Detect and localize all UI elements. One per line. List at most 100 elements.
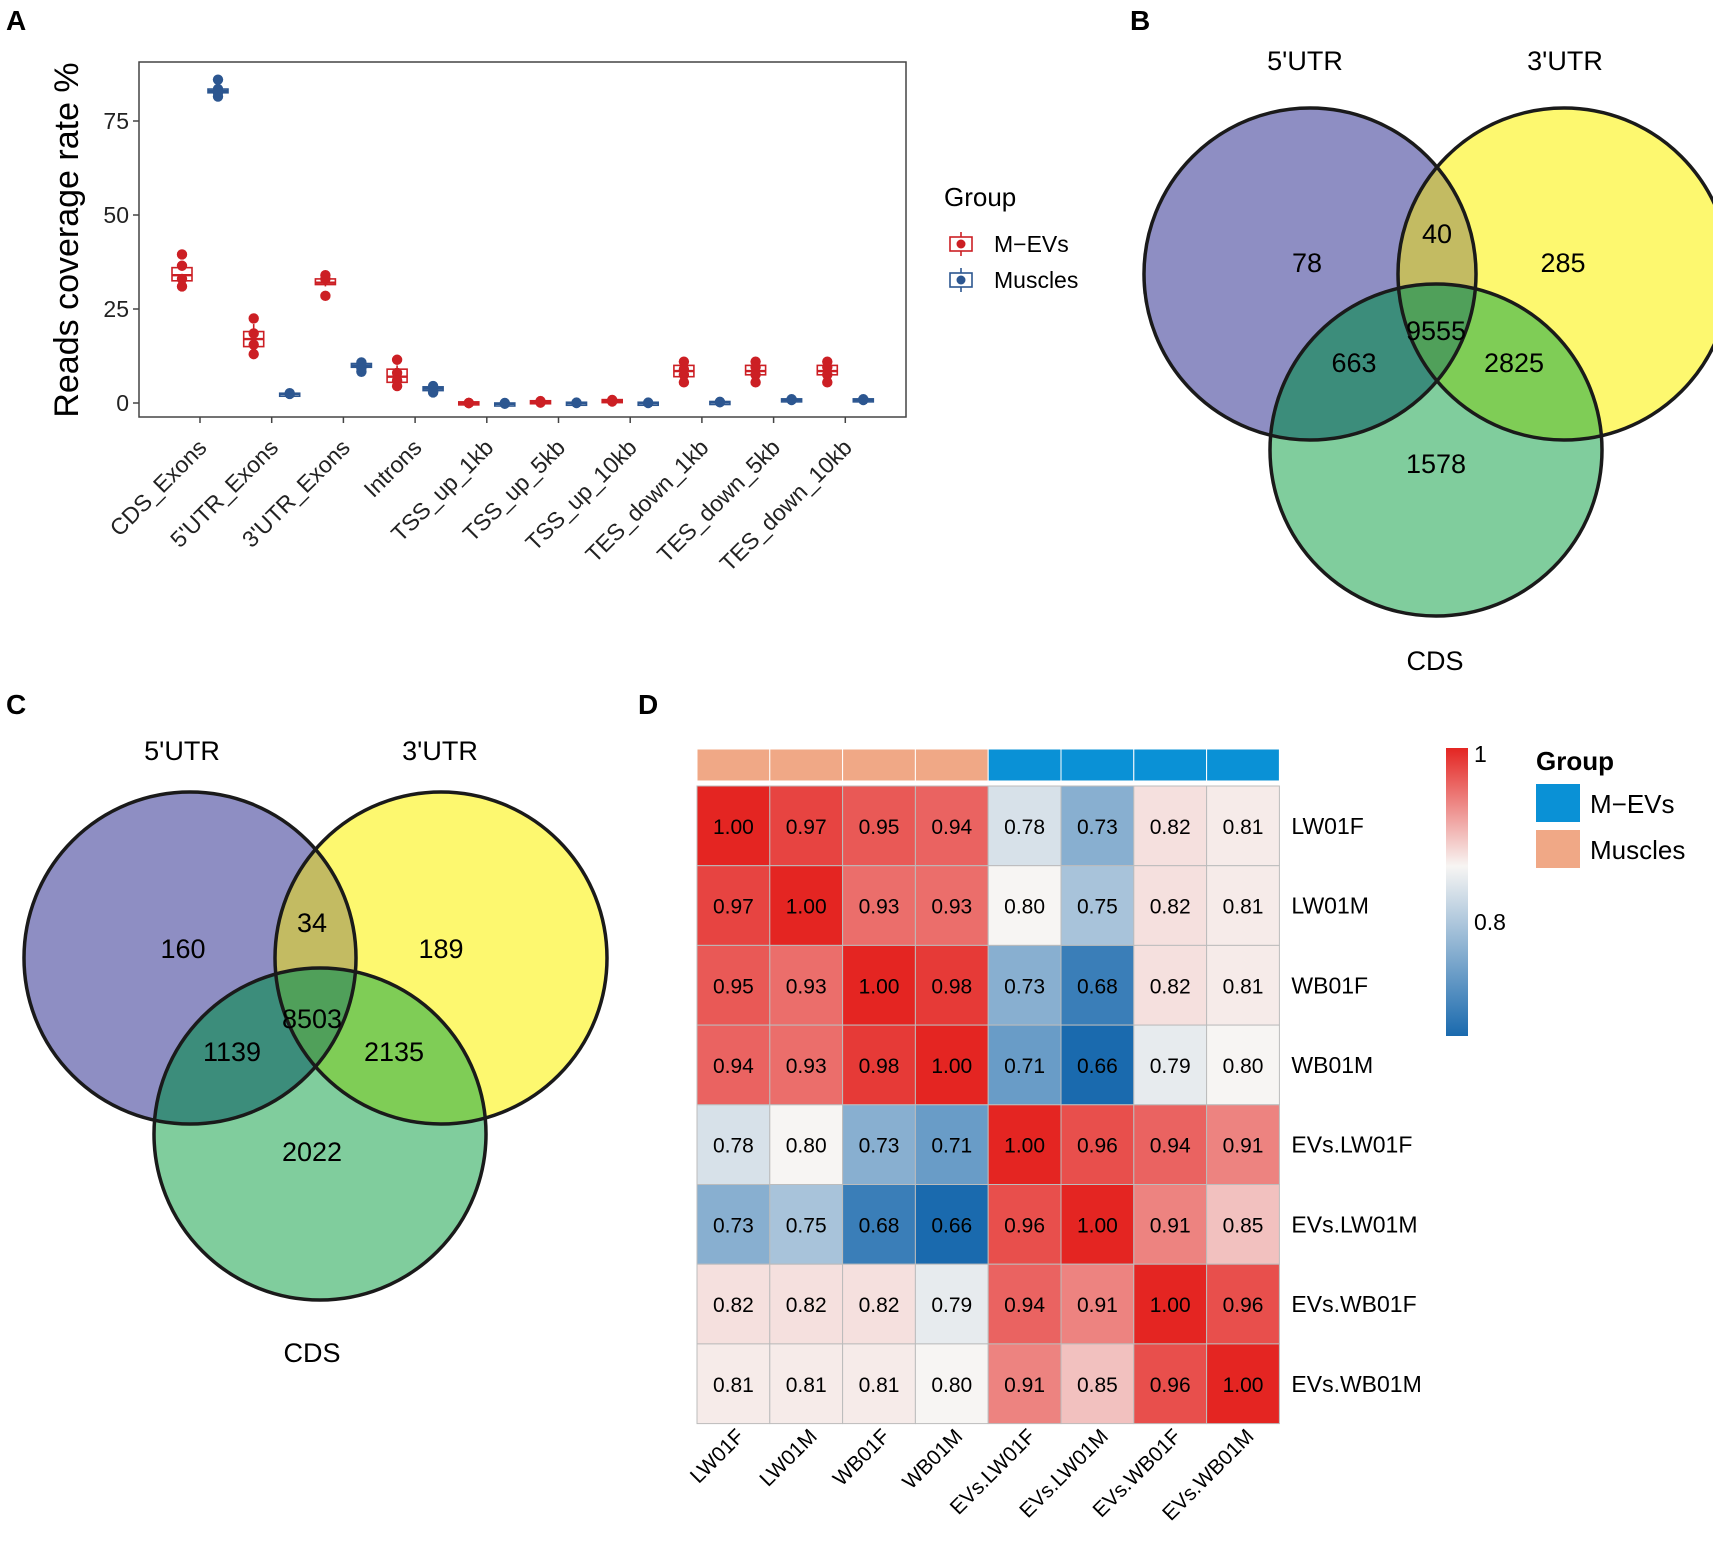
data-point (607, 396, 618, 407)
venn-c-label-cds: CDS (283, 1338, 340, 1368)
panel-letter-d: D (638, 689, 658, 720)
heatmap-cell (842, 1343, 916, 1425)
group-annotation-cell (1060, 748, 1135, 782)
heatmap-cell (1060, 1263, 1135, 1345)
heatmap-cell-value: 0.79 (1150, 1055, 1191, 1078)
heatmap-cell (1206, 785, 1280, 867)
heatmap-cell-value: 0.98 (931, 975, 972, 998)
data-point (248, 313, 259, 324)
venn-b-label-cds: CDS (1406, 646, 1463, 676)
heatmap-cell (769, 1343, 844, 1425)
box-muscles (852, 394, 875, 406)
heatmap-cell-value: 0.78 (1004, 816, 1045, 839)
heatmap-cell-value: 1.00 (859, 975, 900, 998)
venn-count-only-cds: 2022 (282, 1137, 342, 1167)
data-point (571, 397, 582, 408)
heatmap-row-label: EVs.WB01M (1291, 1371, 1421, 1397)
group-annotation-cell (987, 748, 1062, 782)
box-mevs (601, 394, 624, 407)
venn-count-only-3utr: 285 (1540, 248, 1585, 278)
heatmap-cell-value: 0.85 (1077, 1374, 1118, 1397)
heatmap-cell-value: 0.73 (713, 1214, 754, 1237)
heatmap-cell (1206, 944, 1280, 1026)
heatmap-cell-value: 0.94 (713, 1055, 754, 1078)
heatmap-col-label: LW01F (686, 1425, 749, 1488)
group-annotation-cell (914, 748, 989, 782)
legend-label: M−EVs (994, 231, 1069, 257)
data-point (356, 366, 367, 377)
data-point (463, 397, 474, 409)
y-tick-label: 25 (103, 296, 129, 322)
data-point (750, 369, 761, 380)
heatmap-cell-value: 0.71 (931, 1135, 972, 1158)
panel-letter-c: C (6, 689, 26, 720)
heatmap-cell (987, 1263, 1062, 1345)
legend-swatch-muscles (1536, 830, 1580, 868)
x-tick-label: TES_down_5kb (652, 434, 785, 567)
heatmap-cell (842, 865, 916, 946)
plot-frame (138, 61, 907, 418)
legend-group: Group M−EVs Muscles (944, 182, 1078, 293)
box-mevs (673, 356, 695, 388)
heatmap-cell-value: 0.82 (859, 1294, 900, 1317)
heatmap-cell-value: 0.80 (1223, 1055, 1264, 1078)
data-point (535, 397, 546, 408)
heatmap-cell-value: 0.96 (1077, 1135, 1118, 1158)
heatmap-cell-value: 0.80 (931, 1374, 972, 1397)
legend-title: Group (944, 182, 1016, 212)
data-point (750, 362, 761, 373)
box-muscles (493, 397, 516, 409)
venn-c-label-3utr: 3'UTR (402, 736, 478, 766)
heatmap-cell (842, 785, 916, 867)
heatmap-cell-value: 0.81 (1223, 975, 1264, 998)
heatmap-legend-title: Group (1536, 746, 1614, 776)
data-point (427, 387, 439, 398)
heatmap-cell-value: 1.00 (931, 1055, 972, 1078)
heatmap-cell-value: 0.80 (786, 1135, 827, 1158)
heatmap-cell-value: 0.82 (786, 1294, 827, 1317)
heatmap-cell (1133, 785, 1208, 867)
heatmap-cell-value: 1.00 (786, 896, 827, 919)
group-annotation-cell (1133, 748, 1208, 782)
venn-b-label-5utr: 5'UTR (1267, 46, 1343, 76)
heatmap-cell (769, 1263, 844, 1345)
heatmap-cell (696, 1104, 771, 1186)
heatmap-cell (696, 1343, 771, 1425)
y-tick-label: 75 (103, 108, 129, 134)
venn-c: 5'UTR 3'UTR CDS 160 189 2022 34 1139 2135 8503 (22, 736, 609, 1368)
venn-count-utr5-cds: 663 (1331, 348, 1376, 378)
data-point (248, 348, 259, 360)
data-point (858, 394, 869, 405)
data-point (176, 249, 188, 260)
data-point (678, 356, 690, 367)
heatmap-cell (1206, 1263, 1280, 1345)
heatmap-row-label: EVs.LW01F (1291, 1132, 1412, 1158)
heatmap-col-label: WB01M (898, 1425, 967, 1494)
heatmap-cell-value: 0.93 (859, 896, 900, 919)
box-muscles (709, 396, 731, 408)
venn-count-all: 9555 (1406, 316, 1466, 346)
data-point (499, 397, 510, 409)
box-muscles (565, 397, 588, 409)
data-point (786, 394, 797, 405)
box-mevs (744, 356, 767, 388)
heatmap-cell-value: 0.68 (859, 1214, 900, 1237)
heatmap-cell-value: 0.82 (1150, 975, 1191, 998)
data-point (822, 377, 833, 388)
x-tick-label: Introns (359, 434, 427, 502)
data-point (176, 260, 188, 271)
heatmap-cell-value: 0.96 (1004, 1214, 1045, 1237)
heatmap-cell-value: 0.93 (786, 1055, 827, 1078)
box-mevs (816, 356, 839, 388)
heatmap-cell (842, 944, 916, 1026)
box-mevs (314, 269, 337, 302)
venn-count-only-cds: 1578 (1406, 449, 1466, 479)
box-muscles (207, 74, 229, 102)
venn-count-utr5-utr3: 40 (1422, 219, 1452, 249)
heatmap-cell (987, 1024, 1062, 1106)
heatmap-cell-value: 0.98 (859, 1055, 900, 1078)
heatmap-cell-value: 0.81 (1223, 816, 1264, 839)
heatmap-cell-value: 0.95 (859, 816, 900, 839)
box-mevs (457, 397, 480, 409)
heatmap-cell-value: 0.73 (1077, 816, 1118, 839)
